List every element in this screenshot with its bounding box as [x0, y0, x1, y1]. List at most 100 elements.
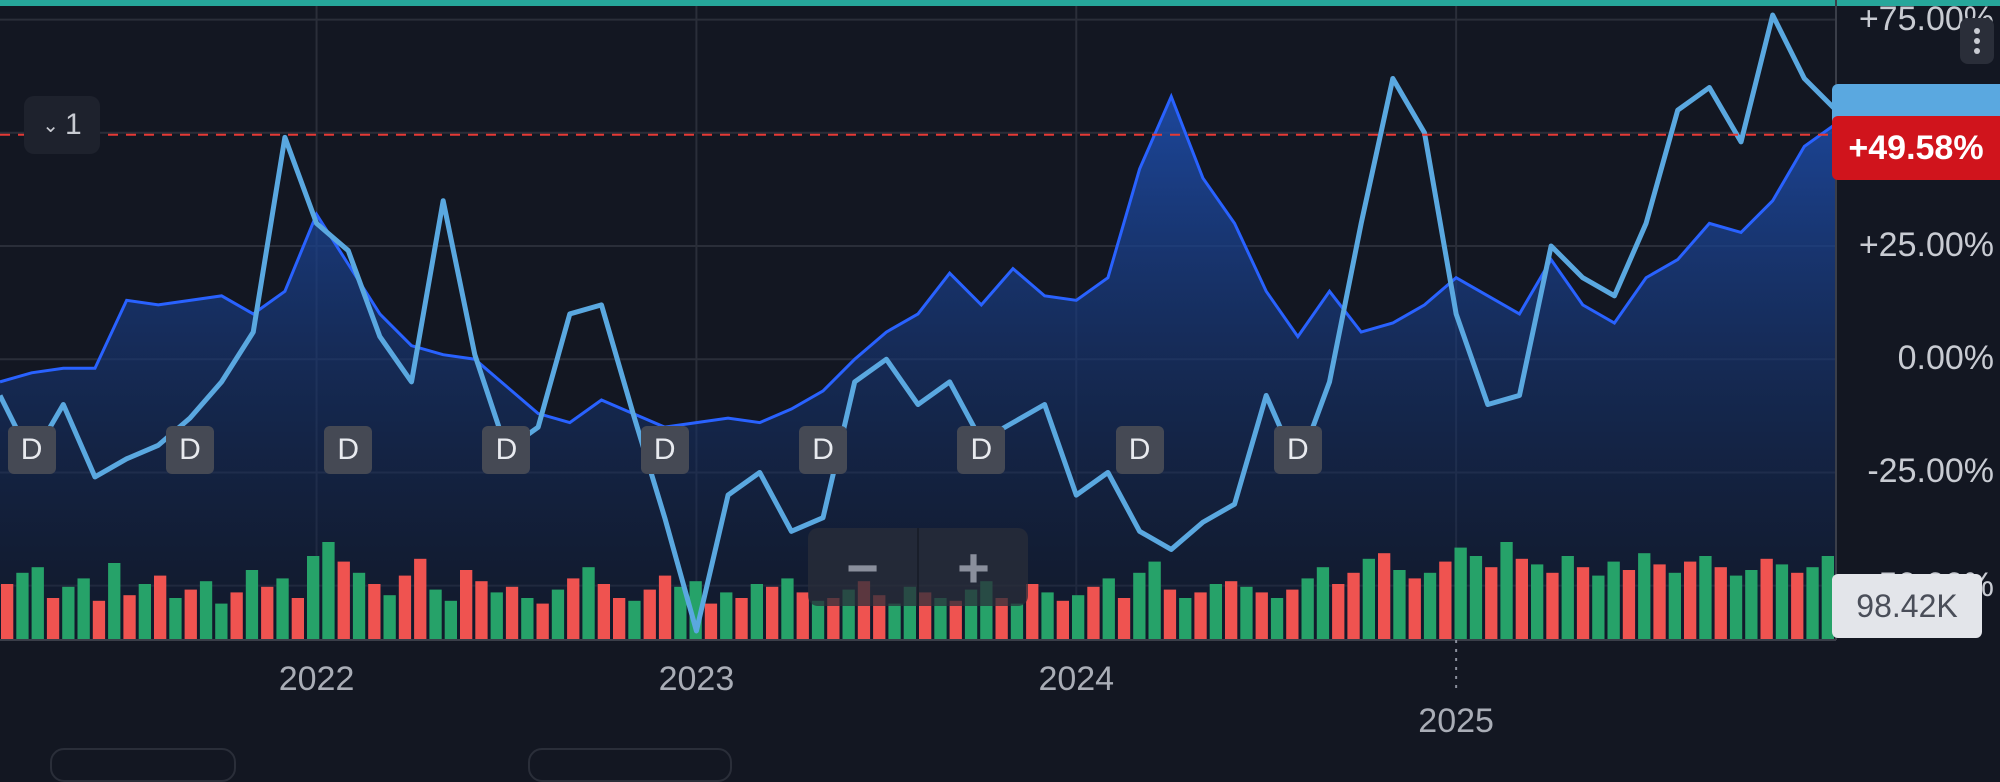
volume-bar [1072, 595, 1085, 640]
zoom-out-button[interactable]: − [808, 528, 919, 606]
volume-bar [1255, 592, 1268, 640]
volume-bar [888, 603, 901, 640]
dividend-marker[interactable]: D [640, 426, 689, 474]
volume-bar [1714, 567, 1727, 640]
bottom-tab-1[interactable] [50, 748, 236, 782]
volume-bar [1347, 572, 1360, 640]
volume-bar [1225, 581, 1238, 640]
volume-bar [1699, 556, 1712, 640]
y-tick-label: 0.00% [1897, 339, 1994, 378]
volume-bar [383, 595, 396, 640]
volume-bar [1775, 564, 1789, 640]
volume-bar [1745, 570, 1758, 640]
volume-bar [352, 572, 366, 640]
area-fill [0, 96, 1836, 641]
volume-bar [536, 603, 549, 640]
volume-bar [414, 558, 427, 640]
series-count: 1 [65, 108, 82, 141]
volume-bar [46, 598, 60, 640]
current-value-badge: +49.58% [1832, 116, 2000, 180]
volume-bar [1133, 572, 1146, 640]
volume-bar [521, 598, 534, 640]
y-tick-label: -25.00% [1867, 452, 1994, 491]
volume-bar [1806, 567, 1819, 640]
volume-bar [934, 598, 947, 640]
volume-bar [1684, 561, 1697, 640]
x-tick-label: 2024 [1038, 660, 1115, 698]
volume-bar [720, 592, 733, 640]
volume-bar [1423, 572, 1437, 640]
volume-bar [1194, 592, 1207, 640]
volume-bar [674, 586, 687, 640]
volume-bar [628, 600, 641, 640]
x-tick-label: 2023 [658, 660, 735, 698]
volume-bar [1316, 567, 1330, 640]
volume-bar [597, 584, 610, 640]
dividend-marker[interactable]: D [165, 426, 214, 474]
volume-bar [1668, 572, 1681, 640]
volume-bar [444, 600, 457, 640]
volume-bar [1286, 589, 1299, 640]
dividend-marker[interactable]: D [7, 426, 56, 474]
dividend-marker[interactable]: D [799, 426, 848, 474]
dividend-marker[interactable]: D [1273, 426, 1322, 474]
volume-bar [307, 556, 320, 640]
volume-bar [1041, 592, 1054, 640]
volume-bar [750, 584, 763, 640]
volume-bar [1439, 561, 1452, 640]
volume-bar [154, 575, 167, 640]
volume-bar [1469, 556, 1483, 640]
series-area-line [0, 92, 1837, 429]
volume-bar [1653, 564, 1666, 640]
zoom-in-button[interactable]: + [957, 535, 990, 599]
volume-bar [1760, 558, 1773, 640]
volume-bar [291, 598, 304, 640]
volume-bar [490, 592, 503, 640]
volume-bar [781, 578, 794, 640]
volume-bar [1026, 584, 1039, 640]
volume-bar [62, 586, 75, 640]
more-options-icon[interactable] [1960, 18, 1994, 64]
volume-bar [735, 598, 748, 640]
chart-canvas[interactable] [0, 0, 2000, 756]
volume-bar [1163, 589, 1177, 640]
volume-bar [1821, 556, 1834, 640]
volume-bar [1454, 547, 1467, 640]
volume-bar [460, 570, 473, 640]
volume-bar [261, 586, 274, 640]
volume-bar [1607, 561, 1620, 640]
y-tick-label: +25.00% [1858, 226, 1994, 264]
dividend-marker[interactable]: D [482, 426, 531, 474]
volume-bar [873, 595, 886, 640]
dividend-marker[interactable]: D [324, 426, 373, 474]
volume-bar [1270, 598, 1284, 640]
x-tick-label: 2025 [1418, 702, 1494, 740]
series-toggle-button[interactable]: ⌄ 1 [24, 96, 100, 154]
volume-bar [1102, 578, 1115, 640]
volume-bar [337, 561, 350, 640]
dividend-marker[interactable]: D [957, 426, 1006, 474]
volume-bar [31, 567, 44, 640]
volume-bar [1, 584, 14, 640]
volume-value-badge: 98.42K [1832, 574, 1982, 638]
volume-bar [1179, 598, 1192, 640]
volume-bar [475, 581, 488, 640]
volume-bar [16, 572, 29, 640]
volume-bar [643, 589, 656, 640]
bottom-tab-2[interactable] [528, 748, 732, 782]
volume-bar [230, 592, 243, 640]
dividend-marker[interactable]: D [1115, 426, 1164, 474]
volume-bar [551, 589, 565, 640]
volume-bar [505, 586, 519, 640]
volume-bar [1378, 553, 1391, 640]
volume-bar [1576, 567, 1590, 640]
zoom-controls: − + [808, 528, 1028, 606]
volume-bar [1546, 572, 1559, 640]
volume-bar [1592, 575, 1605, 640]
volume-bar [1638, 553, 1651, 640]
volume-bar [368, 584, 381, 640]
volume-bar [1148, 561, 1161, 640]
volume-bar [1393, 570, 1406, 640]
volume-bar [77, 578, 90, 640]
volume-bar [567, 578, 580, 640]
